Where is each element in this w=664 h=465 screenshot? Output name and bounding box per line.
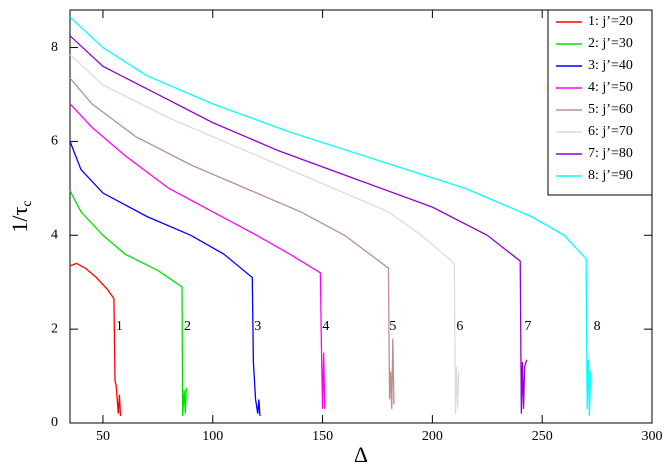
x-tick-label: 100	[202, 429, 223, 444]
x-tick-label: 200	[422, 429, 443, 444]
annotation: 6	[456, 319, 463, 334]
annotation: 2	[184, 319, 191, 334]
series-line	[69, 35, 528, 414]
series-line	[69, 77, 395, 409]
x-axis-title: Δ	[354, 442, 368, 465]
legend-label: 1: j’=20	[588, 14, 633, 29]
series-line	[69, 262, 122, 416]
plot-frame	[69, 9, 653, 424]
x-tick-label: 150	[312, 429, 333, 444]
x-tick-label: 50	[96, 429, 110, 444]
x-tick-label: 300	[642, 429, 663, 444]
series-line	[69, 141, 261, 417]
annotation: 8	[594, 319, 601, 334]
annotation: 5	[389, 319, 396, 334]
legend-label: 2: j’=30	[588, 36, 633, 51]
annotation: 4	[322, 319, 329, 334]
x-tick-label: 250	[532, 429, 553, 444]
series-line	[69, 16, 592, 416]
legend-label: 8: j’=90	[588, 168, 633, 183]
y-axis-title: 1/τc	[7, 200, 35, 232]
annotation: 1	[116, 319, 123, 334]
annotation: 3	[254, 319, 261, 334]
legend-label: 7: j’=80	[588, 146, 633, 161]
y-tick-label: 6	[51, 134, 58, 149]
series-line	[69, 190, 188, 416]
series-line	[69, 54, 460, 414]
y-tick-label: 4	[51, 227, 58, 242]
y-tick-label: 8	[51, 40, 58, 55]
series-line	[69, 103, 326, 409]
legend-label: 4: j’=50	[588, 80, 633, 95]
annotation: 7	[524, 319, 531, 334]
legend-label: 5: j’=60	[588, 102, 633, 117]
y-tick-label: 2	[51, 321, 58, 336]
legend-label: 6: j’=70	[588, 124, 633, 139]
y-axis-title-main: 1/τ	[7, 206, 32, 232]
legend-box	[547, 9, 653, 196]
y-axis-title-sub: c	[20, 200, 35, 206]
y-tick-label: 0	[51, 415, 58, 430]
legend-label: 3: j’=40	[588, 58, 633, 73]
